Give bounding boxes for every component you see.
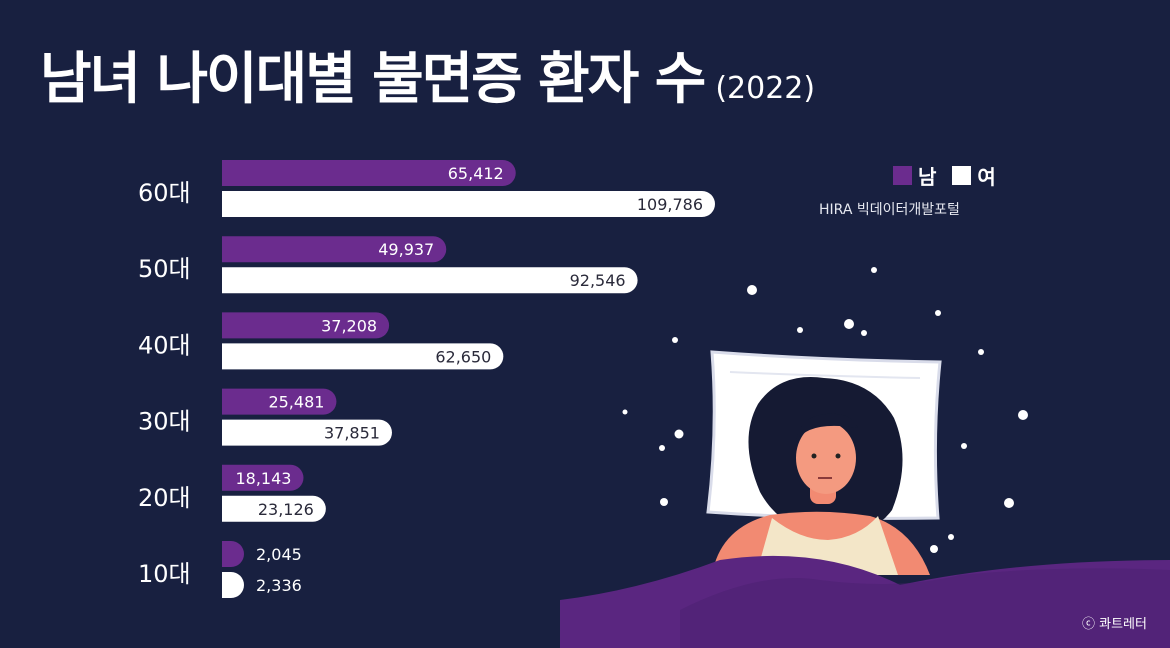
data-label: 23,126 <box>258 500 314 519</box>
bar-male <box>222 312 390 339</box>
page-title: 남녀 나이대별 불면증 환자 수 (2022) <box>40 34 815 115</box>
title-year: (2022) <box>715 71 816 106</box>
category-label: 30대 <box>138 408 191 436</box>
data-label: 65,412 <box>448 164 504 183</box>
title-main: 남녀 나이대별 불면증 환자 수 <box>40 47 706 112</box>
legend-male-label: 남 <box>918 165 937 189</box>
bar-male <box>222 236 447 263</box>
bar-female <box>222 572 244 598</box>
source-label: HIRA 빅데이터개발포털 <box>819 202 960 218</box>
data-label: 62,650 <box>435 347 491 366</box>
bar-male <box>222 388 337 415</box>
bar-male <box>222 160 516 186</box>
legend: 남 여 <box>893 161 996 190</box>
bar-female <box>222 267 638 294</box>
legend-female-swatch <box>952 166 972 185</box>
data-label: 37,208 <box>321 316 377 335</box>
category-label: 60대 <box>138 179 191 207</box>
bar-male <box>222 541 244 567</box>
bar-female <box>222 495 326 522</box>
credit-label: ⓒ 콰트레터 <box>1082 617 1147 632</box>
bar-female <box>222 191 715 217</box>
category-label: 40대 <box>138 331 191 359</box>
data-label: 109,786 <box>637 195 703 214</box>
data-label: 2,336 <box>256 576 302 595</box>
data-label: 18,143 <box>235 469 291 488</box>
stars <box>622 267 1028 553</box>
category-label: 50대 <box>138 255 191 283</box>
category-label: 20대 <box>138 484 191 512</box>
data-label: 92,546 <box>570 271 626 290</box>
category-label: 10대 <box>138 560 191 588</box>
legend-male-swatch <box>893 166 912 185</box>
bar-male <box>222 464 304 491</box>
data-label: 25,481 <box>268 393 324 412</box>
data-label: 49,937 <box>378 240 434 259</box>
bar-female <box>222 343 504 370</box>
data-label: 2,045 <box>256 545 302 564</box>
bar-female <box>222 419 392 446</box>
face <box>796 422 856 494</box>
data-label: 37,851 <box>324 424 380 443</box>
legend-female-label: 여 <box>977 165 996 189</box>
